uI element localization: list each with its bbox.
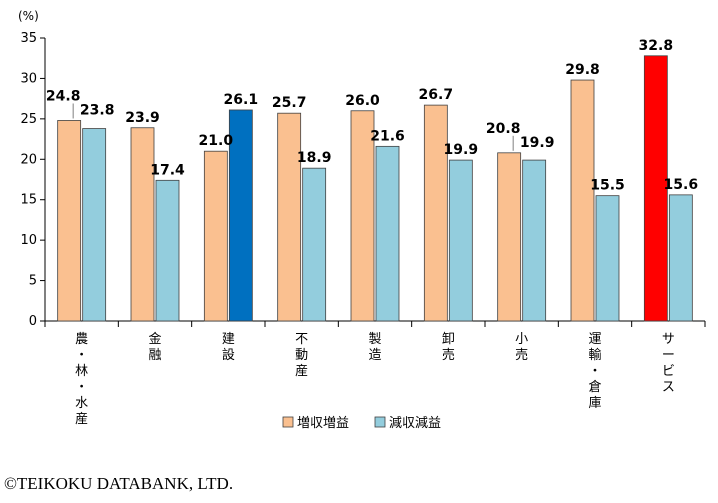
data-label: 20.8 — [486, 121, 521, 137]
x-tick-label: 不 — [295, 332, 308, 347]
x-tick-label: ・ — [588, 364, 601, 379]
bar-decrease — [82, 128, 107, 322]
x-tick-label: ・ — [75, 380, 88, 395]
bar-decrease — [595, 195, 620, 322]
y-tick-label: 5 — [29, 274, 37, 289]
bar-increase — [57, 120, 82, 322]
y-tick-label: 0 — [29, 314, 37, 329]
y-tick-label: 20 — [20, 152, 37, 167]
legend-swatch — [374, 416, 386, 428]
x-tick-label: ー — [662, 348, 675, 363]
y-tick-label: 35 — [20, 31, 37, 46]
y-tick-label: 10 — [20, 233, 37, 248]
bar-decrease — [155, 179, 180, 322]
bar-decrease — [375, 145, 400, 322]
x-tick-label: 融 — [148, 348, 161, 363]
data-label: 15.5 — [590, 178, 625, 194]
bar-increase — [423, 104, 448, 322]
bar-increase — [350, 110, 375, 322]
data-label: 32.8 — [639, 38, 674, 54]
y-tick-label: 30 — [20, 71, 37, 86]
x-tick-label: サ — [662, 332, 675, 347]
x-tick-label: 水 — [75, 396, 88, 411]
x-tick-label: 庫 — [588, 396, 601, 411]
x-tick-label: 動 — [295, 348, 308, 363]
data-label: 26.7 — [419, 87, 454, 103]
bar-decrease — [522, 159, 547, 322]
x-tick-label: 林 — [75, 364, 88, 379]
x-tick-label: 金 — [148, 331, 161, 347]
bar-decrease — [228, 109, 253, 322]
y-axis-unit-label: (%) — [18, 9, 39, 23]
bar-chart: 0 5 10 15 20 25 30 35 (%) 24.8 23.9 21.0 25.7 26.0 26.… — [18, 9, 706, 431]
x-tick-label: 産 — [75, 411, 88, 427]
bar-increase — [643, 55, 668, 322]
x-tick-label: ス — [662, 380, 675, 395]
x-tick-label: 産 — [295, 363, 308, 379]
data-label: 25.7 — [272, 95, 307, 111]
x-tick-label: 建 — [222, 332, 235, 347]
data-label: 15.6 — [664, 177, 699, 193]
x-tick-label: 農 — [75, 332, 88, 347]
x-tick-label: 小 — [515, 332, 528, 347]
bar-increase — [277, 112, 302, 322]
x-tick-label: 造 — [368, 348, 381, 363]
data-label: 17.4 — [150, 162, 185, 178]
x-tick-label: 製 — [368, 332, 381, 347]
data-label: 23.8 — [80, 102, 115, 118]
y-tick-label: 15 — [20, 193, 37, 208]
bar-increase — [203, 150, 228, 322]
legend-swatch — [282, 416, 294, 428]
data-label: 18.9 — [297, 150, 332, 166]
bar-decrease — [448, 159, 473, 322]
data-label: 21.6 — [370, 128, 405, 144]
x-tick-label: 設 — [222, 347, 235, 363]
data-label: 23.9 — [125, 110, 160, 126]
x-tick-label: 運 — [588, 332, 601, 347]
data-label: 21.0 — [199, 133, 234, 149]
x-tick-label: 輸 — [588, 348, 601, 363]
data-label: 26.1 — [224, 92, 259, 108]
x-tick-label: ・ — [75, 348, 88, 363]
copyright-text: ©TEIKOKU DATABANK, LTD. — [4, 474, 234, 493]
data-label: 29.8 — [565, 62, 600, 78]
x-tick-label: 売 — [515, 347, 528, 363]
x-tick-label: 倉 — [588, 380, 601, 395]
legend-label: 減収減益 — [389, 415, 441, 431]
bar-increase — [130, 127, 155, 322]
bar-decrease — [668, 194, 693, 322]
bar-increase — [497, 152, 522, 322]
x-tick-label: 売 — [442, 347, 455, 363]
data-label: 19.9 — [444, 142, 479, 158]
data-label: 26.0 — [345, 93, 380, 109]
legend-label: 増収増益 — [297, 416, 349, 431]
bar-increase — [570, 79, 595, 322]
x-tick-label: ビ — [662, 364, 675, 379]
x-tick-label: 卸 — [442, 331, 455, 347]
bar-decrease — [302, 167, 327, 322]
y-tick-label: 25 — [20, 112, 37, 127]
data-label: 24.8 — [46, 88, 81, 104]
data-label: 19.9 — [520, 135, 555, 151]
